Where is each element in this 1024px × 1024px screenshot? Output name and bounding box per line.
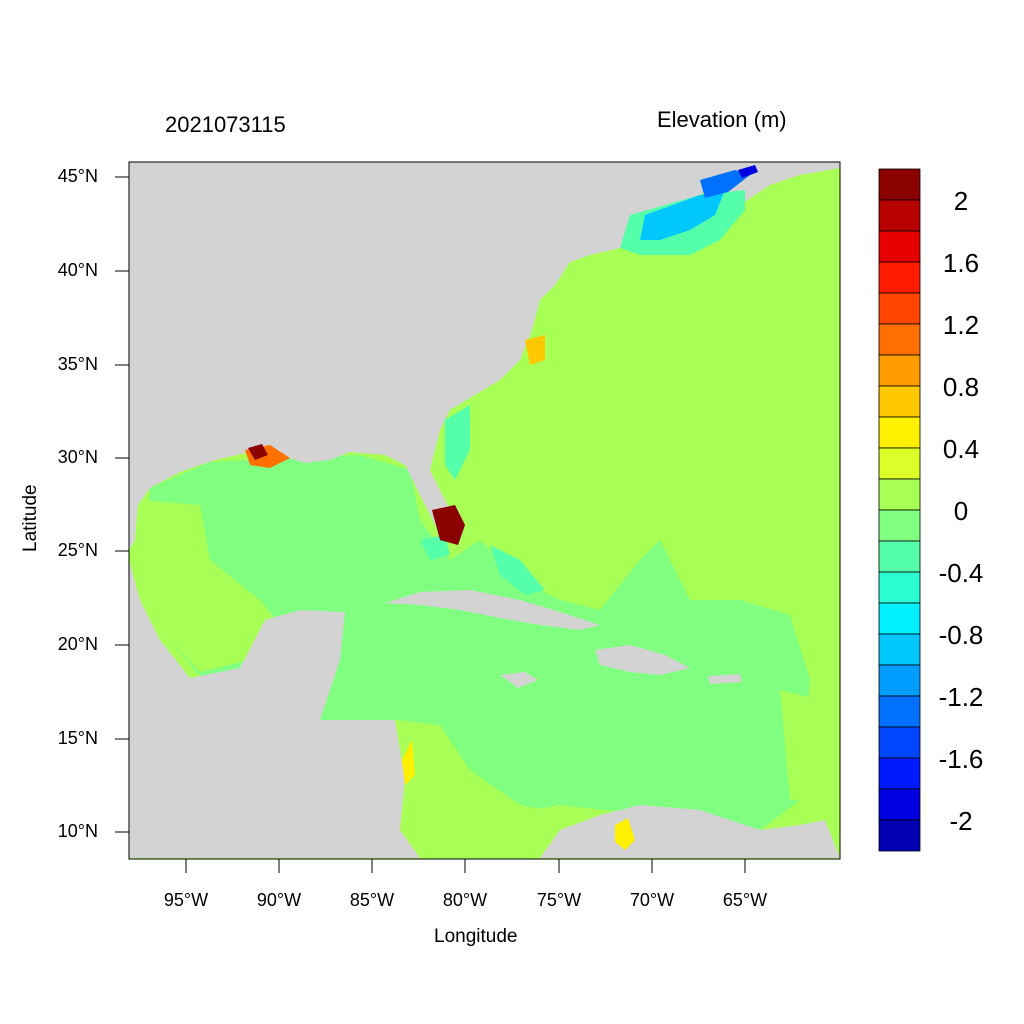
colorbar-box [878, 168, 921, 201]
land-north-america [129, 162, 760, 550]
colorbar-box [878, 261, 921, 294]
x-tick-label-90w: 90°W [256, 890, 302, 910]
colorbar-box [878, 540, 921, 573]
colorbar-box [878, 323, 921, 356]
colorbar-box [878, 788, 921, 821]
colorbar-label-2: 2 [953, 186, 969, 216]
ocean-florida-bay [420, 535, 450, 560]
colorbar-box [878, 416, 921, 449]
colorbar-box [878, 447, 921, 480]
colorbar-label-1-6: 1.6 [942, 248, 980, 278]
surge-carolinas [525, 335, 545, 365]
x-tick-marks [185, 859, 746, 873]
ocean-nicaragua-shelf [395, 720, 570, 858]
y-tick-marks [115, 176, 129, 833]
x-axis-label: Longitude [434, 926, 518, 947]
land-cuba [385, 590, 600, 630]
land-jamaica [500, 672, 538, 688]
colorbar-label-neg-2: -2 [949, 806, 973, 836]
ocean-west-gulf-shelf [140, 500, 280, 672]
ocean-georgia-shelf [445, 405, 470, 480]
ocean-antilles-shelf [780, 690, 830, 800]
x-tick-label-65w: 65°W [722, 890, 768, 910]
y-tick-label-35n: 35°N [57, 354, 98, 374]
colorbar-box [878, 385, 921, 418]
x-tick-label-85w: 85°W [349, 890, 395, 910]
ocean-bahamas-banks [490, 545, 545, 595]
y-tick-label-10n: 10°N [57, 821, 98, 841]
land-south-america [540, 805, 840, 858]
colorbar-box [878, 695, 921, 728]
y-tick-label-40n: 40°N [57, 260, 98, 280]
ocean-gulf-of-maine-core [700, 170, 750, 198]
x-tick-label-95w: 95°W [163, 890, 209, 910]
colorbar-box [878, 354, 921, 387]
colorbar-box [878, 602, 921, 635]
map-frame [128, 161, 841, 860]
surge-honduras-coast [402, 740, 415, 785]
x-tick-label-75w: 75°W [536, 890, 582, 910]
colorbar-label-0-4: 0.4 [942, 434, 980, 464]
x-tick-label-80w: 80°W [442, 890, 488, 910]
map-area [129, 162, 840, 859]
plot-datetime-title: 2021073115 [165, 112, 286, 137]
colorbar-box [878, 664, 921, 697]
surge-newfoundland-low [738, 165, 758, 178]
land-yucatan [265, 612, 340, 690]
land-hispaniola [595, 645, 690, 675]
colorbar [878, 168, 921, 852]
y-tick-label-15n: 15°N [57, 728, 98, 748]
colorbar-box [878, 819, 921, 852]
colorbar-label-0-8: 0.8 [942, 372, 980, 402]
colorbar-box [878, 199, 921, 232]
colorbar-label-neg-0-8: -0.8 [938, 620, 984, 650]
y-tick-label-25n: 25°N [57, 540, 98, 560]
ocean-gulf-caribbean [140, 455, 810, 830]
colorbar-label-neg-1-2: -1.2 [938, 682, 984, 712]
ocean-gulf-of-maine-inner [640, 190, 725, 240]
y-tick-label-20n: 20°N [57, 634, 98, 654]
y-tick-label-30n: 30°N [57, 447, 98, 467]
colorbar-box [878, 726, 921, 759]
x-tick-label-70w: 70°W [629, 890, 675, 910]
surge-south-florida [432, 505, 465, 545]
colorbar-label-neg-1-6: -1.6 [938, 744, 984, 774]
colorbar-label-0: 0 [953, 496, 969, 526]
colorbar-box [878, 509, 921, 542]
variable-title: Elevation (m) [657, 107, 787, 132]
colorbar-box [878, 757, 921, 790]
surge-louisiana-core [248, 444, 268, 460]
colorbar-label-1-2: 1.2 [942, 310, 980, 340]
colorbar-box [878, 292, 921, 325]
y-tick-label-45n: 45°N [57, 166, 98, 186]
colorbar-box [878, 633, 921, 666]
colorbar-box [878, 478, 921, 511]
land-mexico-central-america [129, 560, 420, 858]
colorbar-label-neg-0-4: -0.4 [938, 558, 984, 588]
colorbar-box [878, 230, 921, 263]
colorbar-box [878, 571, 921, 604]
land-puerto-rico [708, 674, 742, 684]
surge-lake-maracaibo [615, 818, 635, 850]
